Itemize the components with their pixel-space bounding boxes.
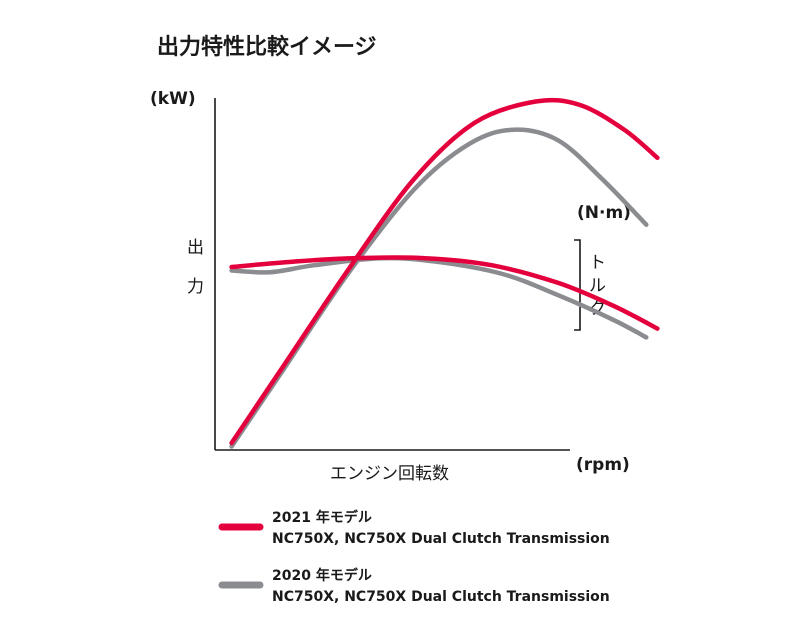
- legend-subtitle-2020: NC750X, NC750X Dual Clutch Transmission: [272, 589, 610, 605]
- plot-area: [229, 97, 660, 449]
- torque-bracket: [574, 239, 581, 331]
- series-2021-power-line: [229, 97, 660, 446]
- legend-title-2021: 2021 年モデル: [272, 509, 372, 526]
- series-2021-torque-line: [229, 255, 660, 331]
- chart-title: 出力特性比較イメージ: [157, 34, 377, 60]
- legend-title-2020: 2020 年モデル: [272, 567, 372, 584]
- y-right-label-char-2: ル: [589, 276, 606, 296]
- y-right-unit: (N·m): [577, 203, 631, 223]
- x-axis-label: エンジン回転数: [330, 464, 449, 484]
- y-right-label-char-1: ト: [589, 253, 606, 273]
- y-left-label-char-1: 出: [187, 238, 204, 258]
- series-2020-power-line: [229, 127, 649, 449]
- y-left-label-char-2: 力: [187, 277, 204, 297]
- legend: 2021 年モデル NC750X, NC750X Dual Clutch Tra…: [218, 509, 610, 605]
- x-unit: (rpm): [576, 455, 630, 475]
- y-left-unit: (kW): [150, 89, 196, 109]
- series-2020-torque-line: [229, 255, 649, 340]
- legend-subtitle-2021: NC750X, NC750X Dual Clutch Transmission: [272, 531, 610, 547]
